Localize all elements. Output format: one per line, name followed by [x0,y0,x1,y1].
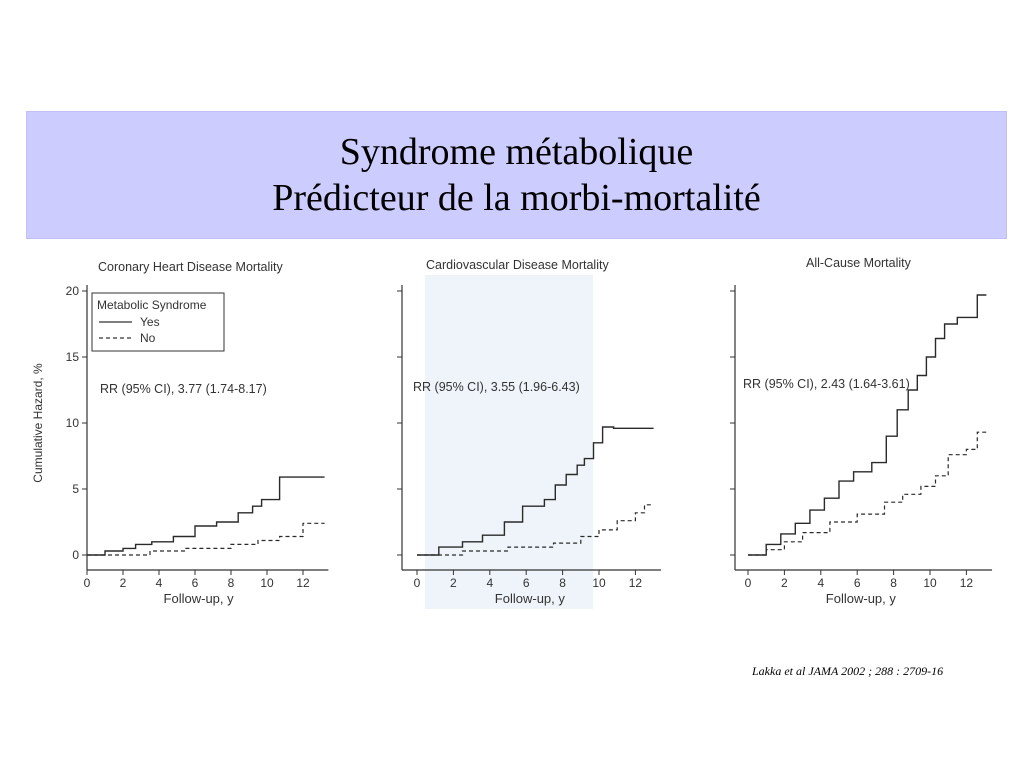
chd-series-yes-line [87,476,325,556]
allcause-x-tick-label: 0 [745,576,752,590]
allcause-series-yes-line [748,294,987,556]
citation: Lakka et al JAMA 2002 ; 288 : 2709-16 [752,664,944,678]
slide-title-line-2: Prédicteur de la morbi-mortalité [272,177,761,219]
allcause-x-tick-label: 8 [890,576,897,590]
cvd-x-tick-label: 6 [523,576,530,590]
cvd-chart-title: Cardiovascular Disease Mortality [426,258,609,272]
allcause-x-tick-label: 4 [817,576,824,590]
cvd-series-yes-line [417,426,654,556]
chd-x-tick-label: 0 [84,576,91,590]
title-band: Syndrome métabolique Prédicteur de la mo… [26,111,1007,239]
chart-cardiovascular-svg: Cardiovascular Disease Mortality 0 2 4 6 8 10 1… [397,258,662,606]
allcause-rr-annotation: RR (95% CI), 2.43 (1.64-3.61) [743,377,910,391]
allcause-x-tick-label: 6 [854,576,861,590]
chart-all-cause-svg: All-Cause Mortality 0 2 4 6 8 10 12 Follow-up, y… [730,256,993,606]
chd-y-tick-label: 0 [72,548,79,562]
legend-no-label: No [140,331,156,345]
allcause-series-no-line [748,431,987,556]
allcause-x-tick-label: 2 [781,576,788,590]
cvd-x-tick-label: 2 [450,576,457,590]
cvd-x-tick-label: 4 [486,576,493,590]
chd-x-tick-label: 8 [228,576,235,590]
chd-y-tick-label: 20 [66,284,80,298]
chd-x-tick-label: 2 [120,576,127,590]
chd-rr-annotation: RR (95% CI), 3.77 (1.74-8.17) [100,382,267,396]
chd-chart-title: Coronary Heart Disease Mortality [98,260,284,274]
slide-title-line-1: Syndrome métabolique [339,131,694,173]
cvd-rr-annotation: RR (95% CI), 3.55 (1.96-6.43) [413,380,580,394]
legend-box [91,292,225,352]
cvd-x-axis-label: Follow-up, y [495,591,566,606]
cvd-series-no-line [417,504,654,556]
chd-y-tick-label: 15 [66,350,80,364]
chd-y-axis-label: Cumulative Hazard, % [31,363,45,483]
chd-x-tick-label: 10 [260,576,274,590]
chd-x-tick-label: 4 [156,576,163,590]
chd-series-no-line [87,522,325,556]
chd-y-tick-label: 5 [72,482,79,496]
chd-x-axis-label: Follow-up, y [164,591,235,606]
chd-y-tick-label: 10 [66,416,80,430]
cvd-x-tick-label: 12 [629,576,643,590]
cvd-x-tick-label: 0 [414,576,421,590]
cardiovascular-panel-shading [425,275,593,609]
chart-all-cause: All-Cause Mortality 0 2 4 6 8 10 12 Follow-up, y… [718,245,1018,620]
legend-title: Metabolic Syndrome [97,298,207,312]
cvd-x-tick-label: 8 [559,576,566,590]
cvd-x-tick-label: 10 [592,576,606,590]
allcause-chart-title: All-Cause Mortality [806,256,912,270]
legend-yes-label: Yes [140,315,160,329]
chart-coronary-svg: Coronary Heart Disease Mortality05101520… [31,260,329,606]
allcause-x-tick-label: 12 [960,576,974,590]
chart-cardiovascular-disease: Cardiovascular Disease Mortality 0 2 4 6 8 10 1… [390,245,690,620]
allcause-x-tick-label: 10 [923,576,937,590]
allcause-x-axis-label: Follow-up, y [826,591,897,606]
chd-x-tick-label: 6 [192,576,199,590]
chart-coronary-heart-disease: Coronary Heart Disease Mortality 0 5 10 15 20… [20,245,350,620]
chd-x-tick-label: 12 [296,576,310,590]
